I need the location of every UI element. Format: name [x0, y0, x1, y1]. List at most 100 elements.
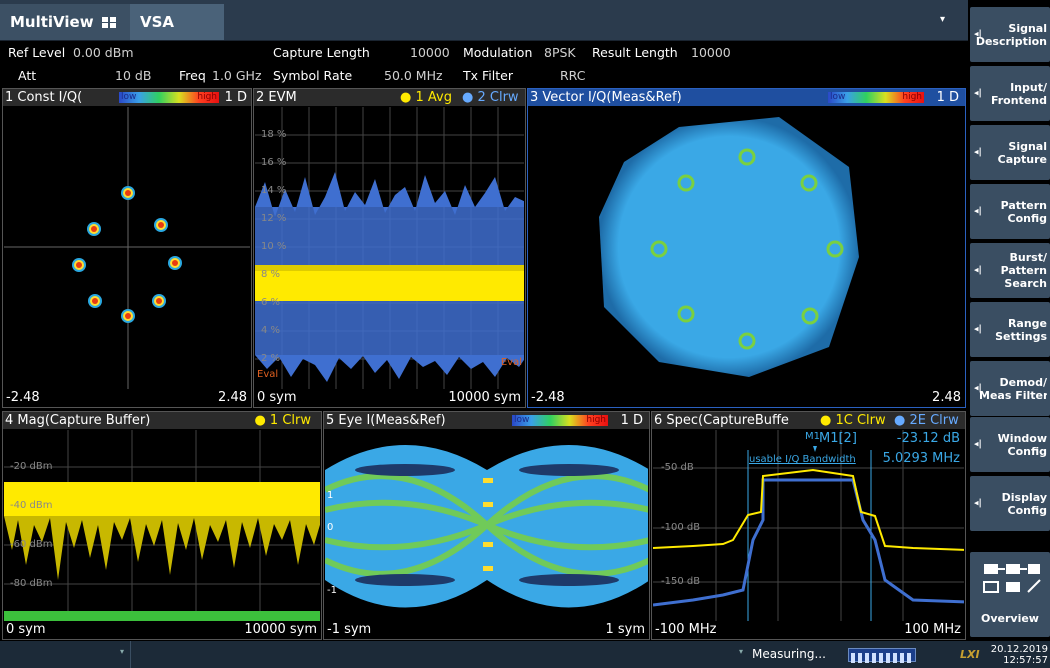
window-evm[interactable]: 2 EVM ● 1 Avg ● 2 Clrw 18 % 16 % 14 % 12… — [253, 88, 526, 408]
constellation-svg — [4, 107, 250, 389]
capture-length-label: Capture Length — [273, 45, 370, 60]
magnitude-plot[interactable]: -20 dBm -40 dBm -60 dBm -80 dBm — [4, 430, 320, 621]
softkey-display-config[interactable]: ◂| Display Config — [970, 476, 1050, 531]
tab-vsa[interactable]: VSA — [130, 4, 224, 40]
softkey-pattern-config[interactable]: ◂| Pattern Config — [970, 184, 1050, 239]
softkey-label: Input/ — [1010, 80, 1047, 94]
x-axis: -1 sym 1 sym — [324, 621, 649, 639]
evm-clrw-peaks — [255, 172, 524, 217]
grid-label: -20 dBm — [10, 461, 53, 472]
ref-point — [650, 240, 668, 258]
trace-2-legend: ● 2 Clrw — [462, 90, 519, 105]
softkey-label: Description — [975, 34, 1047, 48]
window-const-iq[interactable]: 1 Const I/Q( low high 1 D -2.48 2.48 — [2, 88, 252, 408]
grid-label: 14 % — [261, 185, 287, 196]
softkey-burst-pattern-search[interactable]: ◂| Burst/Pattern Search — [970, 243, 1050, 298]
ref-point — [738, 148, 756, 166]
color-scale-bar: low high — [512, 415, 608, 426]
time-label: 12:57:57 — [1003, 655, 1048, 666]
spectrum-trace-1 — [653, 468, 964, 551]
softkey-range-settings[interactable]: ◂| Range Settings — [970, 302, 1050, 357]
softkey-demod-meas-filter[interactable]: ◂| Demod/Meas Filter — [970, 361, 1050, 416]
ref-point — [677, 305, 695, 323]
trace-mode: 1 D — [936, 90, 959, 105]
grid-label: -100 dB — [661, 522, 701, 533]
magnitude-svg — [4, 430, 320, 621]
softkey-label: Search — [1004, 277, 1047, 290]
softkey-label: Config — [1007, 503, 1048, 517]
softkey-label: Window — [997, 431, 1047, 445]
magnitude-dips — [4, 516, 320, 580]
window-title: 3 Vector I/Q(Meas&Ref) — [530, 90, 682, 105]
date-time: 20.12.2019 12:57:57 — [986, 644, 1048, 666]
ref-level-value: 0.00 dBm — [73, 45, 134, 60]
symbol-point — [152, 294, 166, 308]
vector-iq-plot[interactable] — [529, 107, 964, 389]
x-axis-min: 0 sym — [6, 622, 46, 637]
overview-button[interactable]: Overview — [970, 552, 1050, 637]
softkey-label: Range — [1007, 316, 1047, 330]
softkey-signal-description[interactable]: ◂| Signal Description — [970, 7, 1050, 62]
evm-clrw-low — [255, 355, 524, 382]
window-mag-capture[interactable]: 4 Mag(Capture Buffer) ● 1 Clrw -20 dBm -… — [2, 411, 322, 640]
softkey-label: Burst/ — [1009, 251, 1047, 264]
measuring-status: Measuring... — [752, 647, 826, 661]
chevron-down-icon[interactable]: ▾ — [940, 14, 946, 25]
scale-high-label: high — [586, 415, 606, 425]
window-eye-diagram[interactable]: 5 Eye I(Meas&Ref) low high 1 D 1 0 -1 -1 … — [323, 411, 650, 640]
symbol-point — [121, 309, 135, 323]
window-vector-iq[interactable]: 3 Vector I/Q(Meas&Ref) low high 1 D — [527, 88, 966, 408]
eye-transitions — [325, 473, 648, 577]
grid-label: 16 % — [261, 157, 287, 168]
window-title-bar: 5 Eye I(Meas&Ref) low high 1 D — [324, 412, 649, 429]
grid-label: 6 % — [261, 297, 281, 308]
x-axis-min: -2.48 — [531, 390, 565, 405]
grid-label: 12 % — [261, 213, 287, 224]
status-field-messages[interactable]: ▾ — [131, 641, 749, 668]
window-title-bar: 4 Mag(Capture Buffer) ● 1 Clrw — [3, 412, 321, 429]
tab-multiview[interactable]: MultiView — [0, 4, 145, 40]
window-title: 2 EVM — [256, 90, 297, 105]
x-axis-min: -1 sym — [327, 622, 372, 637]
scale-low-label: low — [121, 92, 137, 102]
marker-name: M1[2] — [819, 431, 857, 446]
progress-bar — [848, 648, 916, 663]
tx-filter-value: RRC — [560, 68, 586, 83]
ref-point — [677, 174, 695, 192]
progress-segments — [851, 653, 911, 663]
bandwidth-value: 5.0293 MHz — [882, 451, 960, 466]
grid-label: -80 dBm — [10, 578, 53, 589]
grid-label: -150 dB — [661, 576, 701, 587]
constellation-plot[interactable] — [4, 107, 250, 389]
status-field-left[interactable]: ▾ — [0, 641, 131, 668]
eye-plot[interactable]: 1 0 -1 — [325, 430, 648, 621]
caret-left-icon: ◂| — [974, 147, 982, 157]
softkey-input-frontend[interactable]: ◂| Input/Frontend — [970, 66, 1050, 121]
grid-label: -60 dBm — [10, 539, 53, 550]
att-value: 10 dB — [115, 68, 152, 83]
freq-value: 1.0 GHz — [212, 68, 262, 83]
tx-filter-label: Tx Filter — [463, 68, 513, 83]
softkey-window-config[interactable]: ◂| Window Config — [970, 417, 1050, 472]
spectrum-svg — [653, 430, 964, 621]
window-spectrum[interactable]: 6 Spec(CaptureBuffe ● 1C Clrw ● 2E Clrw … — [651, 411, 966, 640]
softkey-label: Settings — [995, 329, 1047, 343]
overview-label: Overview — [981, 612, 1039, 625]
ref-point — [826, 240, 844, 258]
x-axis-max: 10000 sym — [244, 622, 317, 637]
grid-label: 18 % — [261, 129, 287, 140]
color-scale-bar: low high — [828, 92, 924, 103]
evm-plot[interactable]: 18 % 16 % 14 % 12 % 10 % 8 % 6 % 4 % 2 %… — [255, 107, 524, 389]
softkey-signal-capture[interactable]: ◂| Signal Capture — [970, 125, 1050, 180]
caret-left-icon: ◂| — [974, 29, 982, 39]
date-label: 20.12.2019 — [990, 644, 1048, 655]
softkey-panel: ◂| Signal Description ◂| Input/Frontend ◂| S… — [968, 0, 1050, 640]
eye-svg — [325, 445, 648, 608]
caret-left-icon: ◂| — [974, 206, 982, 216]
bandwidth-label: usable I/Q Bandwidth — [749, 454, 856, 465]
marker-m1-icon — [813, 446, 817, 452]
x-axis-min: 0 sym — [257, 390, 297, 405]
spectrum-plot[interactable]: -50 dB -100 dB -150 dB M1 M1[2] -23.12 d… — [653, 430, 964, 621]
window-title: 4 Mag(Capture Buffer) — [5, 413, 151, 428]
x-axis-max: 1 sym — [605, 622, 645, 637]
